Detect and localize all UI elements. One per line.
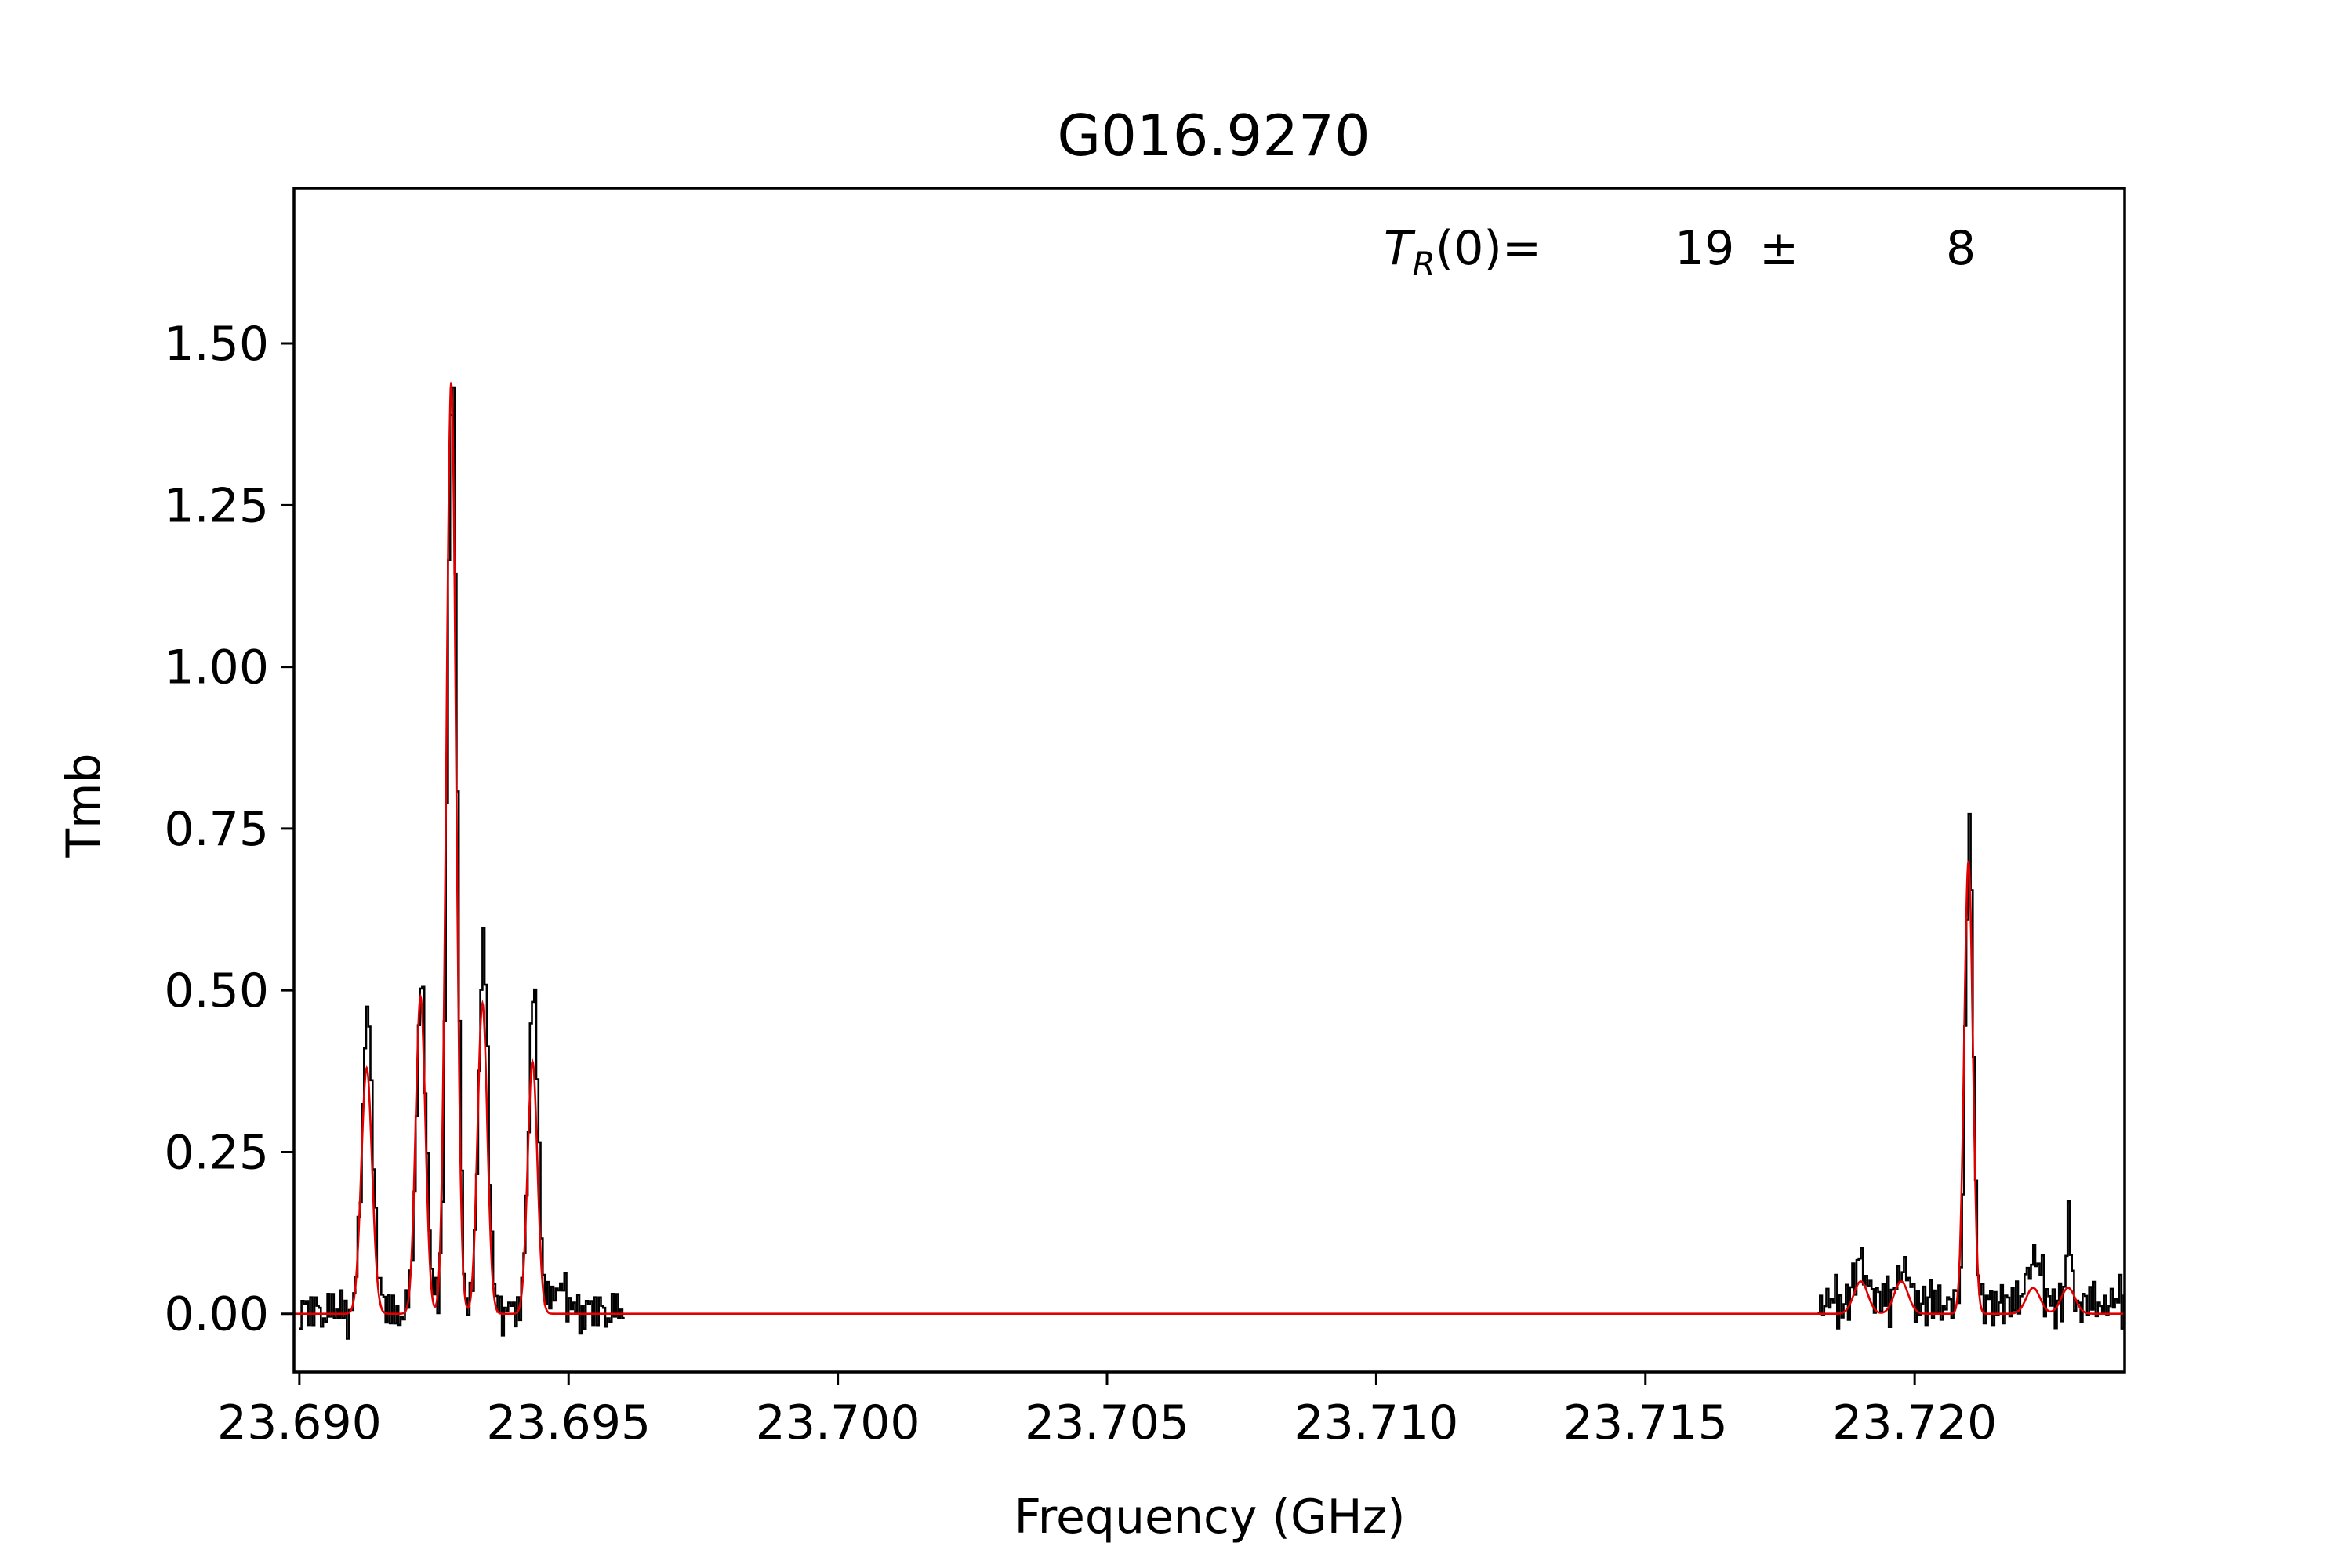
x-tick-label: 23.695	[486, 1396, 651, 1450]
x-tick-label: 23.710	[1294, 1396, 1458, 1450]
y-tick-label: 1.25	[164, 478, 269, 533]
annotation-error: 8	[1946, 221, 1976, 276]
y-tick-label: 0.25	[164, 1125, 269, 1180]
y-axis-label: Tmb	[56, 753, 111, 858]
x-axis-ticks: 23.690 23.695 23.700 23.705 23.710 23.715 23.7…	[217, 1372, 1997, 1450]
y-tick-label: 0.50	[164, 964, 269, 1018]
x-tick-label: 23.690	[217, 1396, 382, 1450]
model-fit-line	[294, 382, 2125, 1315]
y-axis-ticks: 0.00 0.25 0.50 0.75 1.00 1.25 1.50	[164, 317, 294, 1342]
y-tick-label: 1.50	[164, 317, 269, 372]
svg-text:TR(0)=: TR(0)=	[1384, 221, 1541, 283]
annotation-t-label: T	[1384, 221, 1416, 276]
x-tick-label: 23.715	[1563, 1396, 1728, 1450]
annotation-value: 19	[1675, 221, 1734, 276]
chart-title: G016.9270	[1057, 103, 1370, 169]
annotation-subscript: R	[1413, 245, 1436, 283]
plot-frame	[292, 187, 2126, 1374]
annotation-rest-label: (0)=	[1436, 221, 1541, 276]
annotation-pm: ±	[1759, 221, 1798, 276]
fit-annotation: TR(0)= 19 ± 8	[1384, 221, 1976, 283]
x-tick-label: 23.700	[756, 1396, 920, 1450]
y-tick-label: 1.00	[164, 641, 269, 695]
plot-data-layer	[294, 382, 2125, 1340]
y-tick-label: 0.00	[164, 1287, 269, 1342]
x-axis-label: Frequency (GHz)	[1014, 1490, 1406, 1544]
x-tick-label: 23.720	[1832, 1396, 1997, 1450]
x-tick-label: 23.705	[1025, 1396, 1189, 1450]
y-tick-label: 0.75	[164, 802, 269, 857]
